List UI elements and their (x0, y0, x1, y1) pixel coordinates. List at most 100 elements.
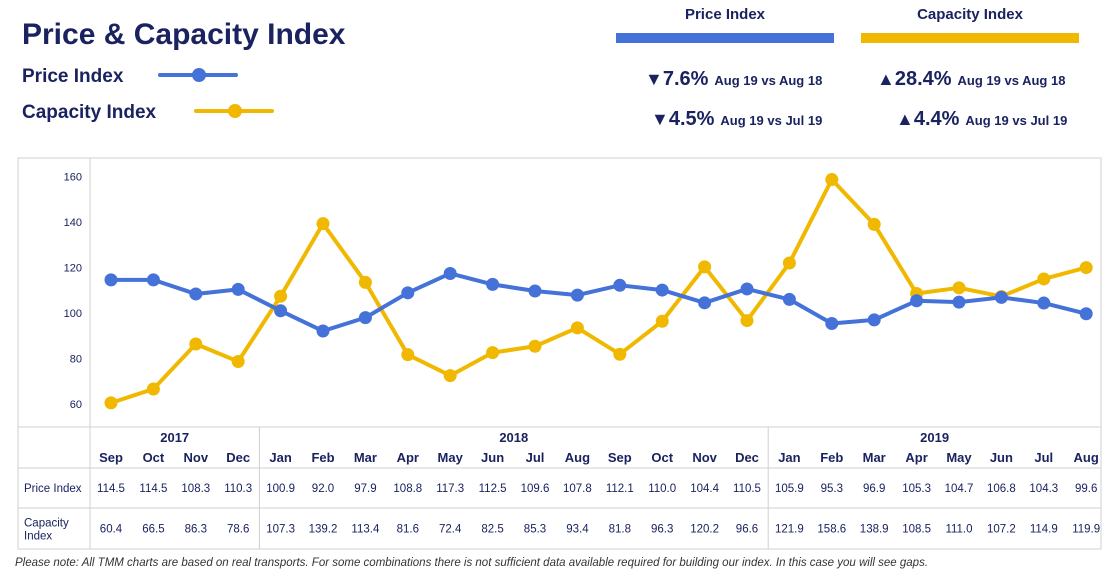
data-point (1079, 307, 1093, 321)
data-point (104, 396, 118, 410)
table-cell-value: 105.3 (902, 483, 931, 495)
table-cell-value: 112.1 (606, 483, 634, 495)
table-cell-value: 112.5 (479, 483, 507, 495)
table-cell-value: 95.3 (821, 483, 843, 495)
table-cell-value: 66.5 (142, 524, 164, 536)
table-cell-value: 121.9 (775, 524, 804, 536)
table-cell-value: 138.9 (860, 524, 889, 536)
table-cell-value: 110.0 (648, 483, 676, 495)
data-point (825, 173, 839, 187)
month-label: Dec (735, 450, 759, 465)
y-tick-label: 120 (64, 262, 82, 274)
kpi-price-yoy-value: 7.6% (662, 68, 709, 90)
table-cell-value: 106.8 (987, 483, 1016, 495)
data-point (146, 273, 160, 287)
month-label: Oct (143, 450, 165, 465)
month-label: Mar (863, 450, 886, 465)
legend-capacity-marker (228, 104, 242, 118)
data-point (443, 266, 457, 280)
chart-frame (17, 157, 1102, 550)
data-point (189, 287, 203, 301)
data-point (825, 317, 839, 331)
page-title: Price & Capacity Index (22, 18, 346, 51)
data-point (910, 294, 924, 308)
table-cell-value: 108.5 (902, 524, 931, 536)
month-label: Jun (481, 450, 504, 465)
month-label: Jan (778, 450, 800, 465)
table-cell-value: 108.3 (181, 483, 210, 495)
data-point (486, 277, 500, 291)
month-label: May (438, 450, 464, 465)
month-label: Nov (184, 450, 209, 465)
month-label: Jul (1034, 450, 1053, 465)
month-label: May (946, 450, 972, 465)
footnote: Please note: All TMM charts are based on… (15, 557, 929, 569)
up-arrow-icon: ▲ (877, 69, 895, 89)
year-label: 2019 (920, 430, 949, 445)
month-label: Jun (990, 450, 1013, 465)
table-cell-value: 119.9 (1072, 524, 1100, 536)
kpi-capacity-header: Capacity Index (917, 6, 1023, 23)
data-point (443, 369, 457, 383)
kpi-price-bar (616, 33, 834, 43)
data-point (189, 337, 203, 351)
data-point (104, 273, 118, 287)
kpi-price-mom-label: Aug 19 vs Jul 19 (720, 113, 823, 128)
data-point (698, 260, 712, 274)
data-point (274, 304, 288, 318)
data-point (231, 355, 245, 369)
table-cell-value: 78.6 (227, 524, 249, 536)
data-point (655, 283, 669, 297)
table-cell-value: 107.2 (987, 524, 1016, 536)
table-cell-value: 81.6 (397, 524, 419, 536)
table-cell-value: 96.6 (736, 524, 758, 536)
kpi-capacity-yoy: ▲28.4% Aug 19 vs Aug 18 (877, 68, 1065, 91)
table-cell-value: 104.7 (945, 483, 974, 495)
data-point (316, 217, 330, 231)
month-label: Sep (608, 450, 632, 465)
table-cell-value: 114.5 (139, 483, 167, 495)
data-point (358, 311, 372, 325)
data-point (316, 324, 330, 338)
down-arrow-icon: ▼ (651, 109, 669, 129)
kpi-price-header: Price Index (684, 6, 766, 23)
month-label: Jul (526, 450, 545, 465)
table-cell-value: 108.8 (393, 483, 422, 495)
data-point (698, 296, 712, 310)
month-label: Aug (565, 450, 590, 465)
table-cell-value: 107.3 (266, 524, 295, 536)
data-point (613, 278, 627, 292)
table-cell-value: 105.9 (775, 483, 804, 495)
table-cell-value: 93.4 (566, 524, 589, 536)
table-cell-value: 107.8 (563, 483, 592, 495)
table-cell-value: 109.6 (521, 483, 550, 495)
data-point (570, 288, 584, 302)
data-point (486, 346, 500, 360)
data-point (358, 275, 372, 289)
month-label: Oct (651, 450, 673, 465)
data-point (231, 282, 245, 296)
kpi-price-mom-value: 4.5% (668, 108, 715, 130)
month-label: Apr (905, 450, 927, 465)
table-row-label: Price Index (24, 483, 82, 495)
month-label: Apr (397, 450, 419, 465)
year-label: 2018 (499, 430, 528, 445)
kpi-price-yoy: ▼7.6% Aug 19 vs Aug 18 (645, 68, 822, 91)
table-cell-value: 60.4 (100, 524, 123, 536)
month-label: Jan (269, 450, 291, 465)
kpi-capacity-bar (861, 33, 1079, 43)
kpi-capacity-yoy-label: Aug 19 vs Aug 18 (957, 73, 1066, 88)
table-cell-value: 92.0 (312, 483, 334, 495)
kpi-capacity-yoy-value: 28.4% (894, 68, 952, 90)
data-point (1037, 272, 1051, 286)
table-cell-value: 110.3 (224, 483, 252, 495)
table-cell-value: 100.9 (266, 483, 295, 495)
legend-price-marker (192, 68, 206, 82)
kpi-price-yoy-label: Aug 19 vs Aug 18 (714, 73, 823, 88)
y-tick-label: 80 (70, 353, 82, 365)
table-cell-value: 96.9 (863, 483, 885, 495)
table-cell-value: 120.2 (690, 524, 719, 536)
year-label: 2017 (160, 430, 189, 445)
data-point (867, 313, 881, 327)
table-cell-value: 104.4 (690, 483, 719, 495)
